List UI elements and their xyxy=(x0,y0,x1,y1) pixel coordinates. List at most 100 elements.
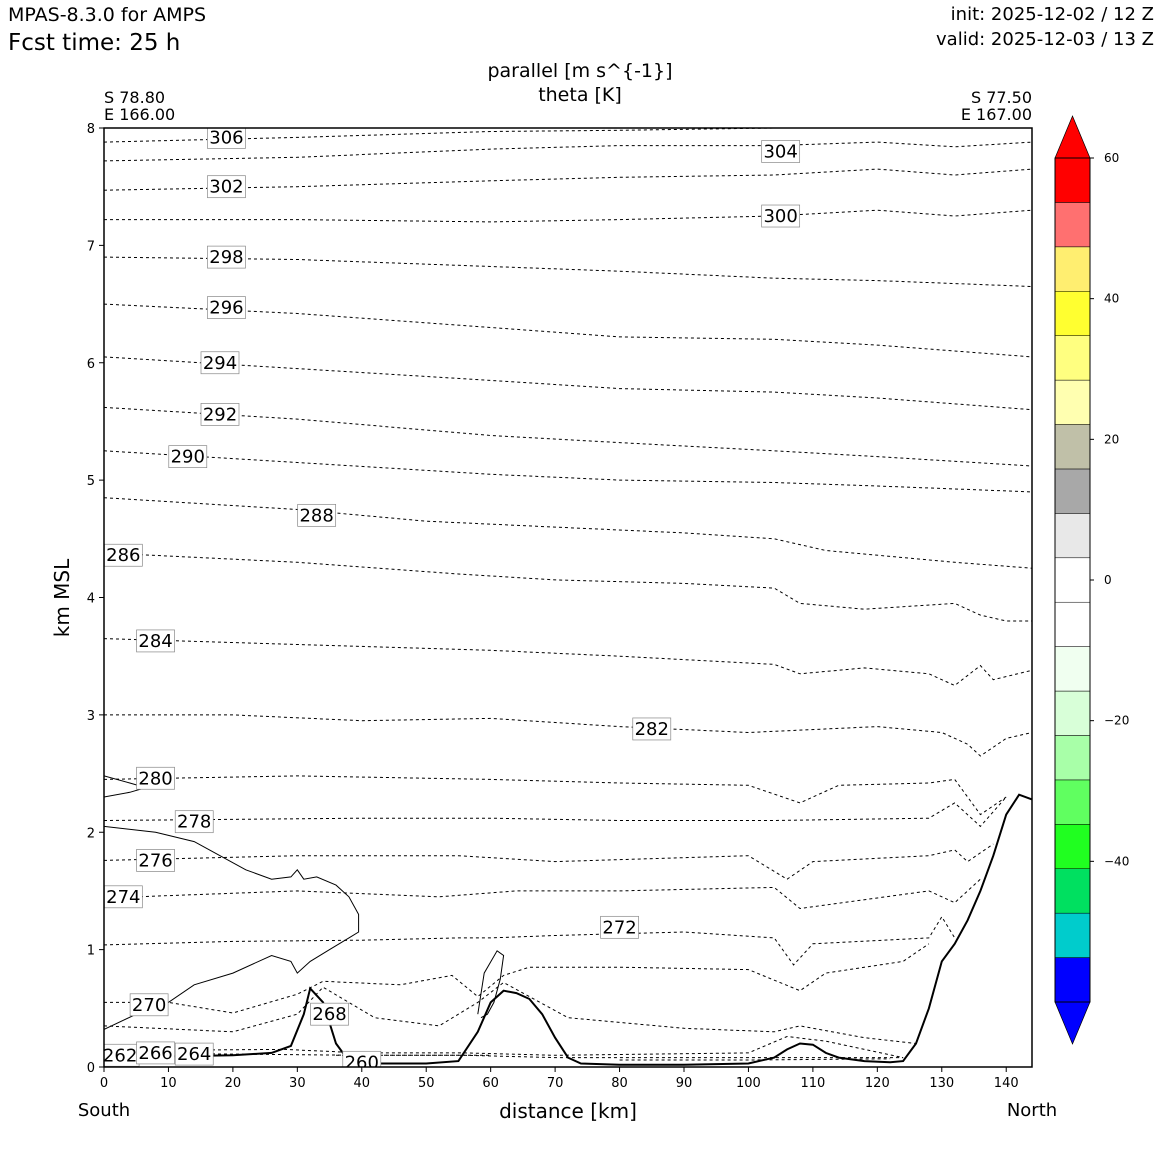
theta-label-278: 278 xyxy=(174,810,214,834)
theta-label-262: 262 xyxy=(103,1043,140,1067)
colorbar-segment xyxy=(1054,202,1091,248)
theta-contour-286 xyxy=(104,552,1032,622)
chart-title: parallel [m s^{-1}] xyxy=(487,60,673,82)
colorbar-segment xyxy=(1054,646,1091,692)
y-tick-label: 0 xyxy=(87,1061,95,1076)
svg-text:294: 294 xyxy=(203,353,237,374)
y-tick-label: 2 xyxy=(87,826,95,841)
svg-text:284: 284 xyxy=(138,631,172,652)
colorbar-extend-top xyxy=(1054,115,1091,159)
x-tick-label: 120 xyxy=(865,1076,890,1091)
colorbar-tick-label: 0 xyxy=(1104,573,1112,587)
theta-contour-280 xyxy=(104,775,1007,816)
theta-contour-292 xyxy=(104,406,1032,467)
theta-contour-270 xyxy=(104,943,930,1014)
svg-text:276: 276 xyxy=(138,850,172,871)
theta-label-260: 260 xyxy=(342,1050,382,1067)
svg-text:302: 302 xyxy=(209,177,243,198)
svg-text:268: 268 xyxy=(312,1004,346,1025)
svg-text:296: 296 xyxy=(209,298,243,319)
wind-contour-0-0 xyxy=(104,825,360,1030)
svg-text:306: 306 xyxy=(209,127,243,148)
x-tick-label: 30 xyxy=(289,1076,306,1091)
theta-label-292: 292 xyxy=(200,403,240,426)
colorbar-segment xyxy=(1054,957,1091,1003)
x-tick-label: 100 xyxy=(736,1076,761,1091)
theta-contour-268 xyxy=(104,981,917,1044)
theta-label-306: 306 xyxy=(207,127,246,149)
svg-text:264: 264 xyxy=(177,1044,211,1065)
theta-label-294: 294 xyxy=(200,351,240,375)
theta-contour-296 xyxy=(104,303,1032,358)
wind-contour-0-2 xyxy=(477,950,505,1019)
theta-label-296: 296 xyxy=(207,296,246,319)
y-tick-label: 1 xyxy=(87,944,95,959)
colorbar-segment xyxy=(1054,513,1091,559)
theta-contour-290 xyxy=(104,450,1032,493)
chart-subtitle: theta [K] xyxy=(538,84,622,106)
terrain-line xyxy=(104,793,1032,1066)
svg-text:290: 290 xyxy=(171,447,205,468)
theta-contour-272 xyxy=(104,915,956,966)
theta-contour-274 xyxy=(104,878,981,910)
end-latitude: S 77.50 xyxy=(970,88,1032,107)
colorbar-segment xyxy=(1054,690,1091,736)
svg-text:278: 278 xyxy=(177,812,211,833)
south-end-label: South xyxy=(77,1100,131,1121)
theta-contour-288 xyxy=(104,497,1032,569)
colorbar-tick-label: −20 xyxy=(1104,714,1129,728)
x-tick-label: 40 xyxy=(354,1076,371,1091)
colorbar-tick-label: −40 xyxy=(1104,854,1129,868)
svg-text:304: 304 xyxy=(763,141,797,162)
x-tick-label: 0 xyxy=(100,1076,108,1091)
svg-text:280: 280 xyxy=(138,768,172,789)
y-tick-label: 7 xyxy=(87,239,95,254)
y-tick-label: 3 xyxy=(87,709,95,724)
svg-text:270: 270 xyxy=(132,995,166,1016)
start-longitude: E 166.00 xyxy=(104,105,176,124)
north-end-label: North xyxy=(1006,1100,1058,1121)
theta-label-274: 274 xyxy=(104,885,143,909)
x-tick-label: 20 xyxy=(225,1076,242,1091)
model-name: MPAS-8.3.0 for AMPS xyxy=(8,4,207,26)
x-tick-label: 70 xyxy=(547,1076,564,1091)
theta-label-266: 266 xyxy=(136,1041,175,1065)
y-tick-label: 4 xyxy=(87,592,95,607)
theta-contour-300 xyxy=(104,209,1032,223)
svg-text:262: 262 xyxy=(103,1045,137,1066)
theta-label-282: 282 xyxy=(632,717,672,741)
theta-label-280: 280 xyxy=(136,766,175,790)
colorbar-segment xyxy=(1054,468,1091,514)
theta-label-270: 270 xyxy=(129,993,169,1017)
theta-label-276: 276 xyxy=(136,849,175,872)
theta-label-288: 288 xyxy=(297,503,337,527)
svg-text:274: 274 xyxy=(106,887,140,908)
x-tick-label: 110 xyxy=(800,1076,825,1091)
svg-text:266: 266 xyxy=(138,1043,172,1064)
theta-contour-306 xyxy=(104,128,775,143)
colorbar: 60 40 20 0 −20 −40 xyxy=(1054,115,1129,1045)
y-tick-label: 6 xyxy=(87,357,95,372)
colorbar-tick-label: 20 xyxy=(1104,432,1119,446)
svg-text:288: 288 xyxy=(299,505,333,526)
svg-text:298: 298 xyxy=(209,247,243,268)
svg-text:300: 300 xyxy=(763,206,797,227)
theta-contour-298 xyxy=(104,256,1032,287)
theta-contour-294 xyxy=(104,356,1032,411)
colorbar-segment xyxy=(1054,912,1091,958)
valid-time: valid: 2025-12-03 / 13 Z xyxy=(936,29,1154,50)
colorbar-segment xyxy=(1054,868,1091,914)
x-tick-label: 80 xyxy=(611,1076,628,1091)
colorbar-segment xyxy=(1054,291,1091,336)
colorbar-segment xyxy=(1054,779,1091,825)
theta-label-302: 302 xyxy=(207,175,246,199)
colorbar-segment xyxy=(1054,424,1091,470)
svg-text:282: 282 xyxy=(635,719,669,740)
theta-label-284: 284 xyxy=(136,629,175,653)
y-tick-label: 8 xyxy=(87,122,95,137)
x-tick-label: 90 xyxy=(676,1076,693,1091)
x-axis-label: distance [km] xyxy=(499,1099,637,1123)
svg-text:292: 292 xyxy=(203,404,237,425)
